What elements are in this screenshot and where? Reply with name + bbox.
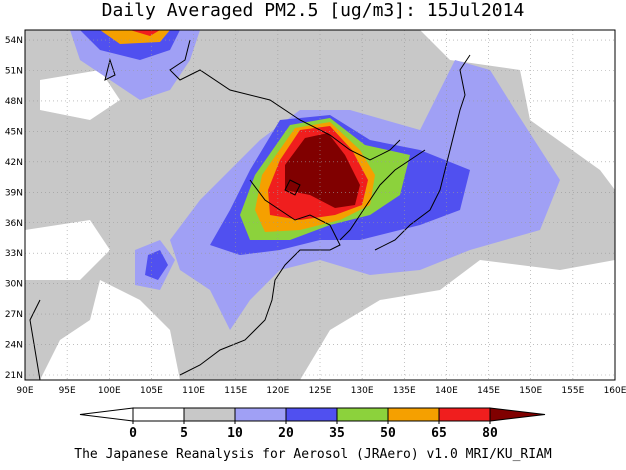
- lon-label: 145E: [477, 386, 500, 396]
- colorbar: 0 5 10 20 35 50 65 80: [79, 407, 546, 441]
- title: Daily Averaged PM2.5 [ug/m3]: 15Jul2014: [102, 0, 525, 21]
- lon-label: 130E: [351, 386, 374, 396]
- graticule: 90E 95E 100E 105E 110E 115E 120E 125E 130E 135E 14…: [5, 30, 626, 396]
- lon-label: 115E: [224, 386, 247, 396]
- colorbar-label: 20: [278, 426, 294, 441]
- lon-label: 155E: [561, 386, 584, 396]
- lon-label: 160E: [604, 386, 626, 396]
- lon-label: 105E: [140, 386, 163, 396]
- lat-label: 21N: [5, 371, 23, 381]
- colorbar-label: 35: [329, 426, 345, 441]
- colorbar-segment: [132, 407, 185, 422]
- colorbar-extend-low: [79, 407, 134, 422]
- lat-label: 24N: [5, 341, 23, 351]
- colorbar-extend-high: [489, 407, 546, 422]
- colorbar-segment: [336, 407, 389, 422]
- lon-label: 150E: [519, 386, 542, 396]
- lat-label: 30N: [5, 280, 23, 290]
- lat-label: 45N: [5, 127, 23, 137]
- colorbar-label: 65: [431, 426, 447, 441]
- lon-label: 120E: [266, 386, 289, 396]
- colorbar-segment: [387, 407, 440, 422]
- lon-label: 90E: [16, 386, 33, 396]
- footer: The Japanese Reanalysis for Aerosol (JRA…: [74, 447, 552, 462]
- lat-label: 48N: [5, 97, 23, 107]
- lat-label: 39N: [5, 188, 23, 198]
- lat-label: 51N: [5, 67, 23, 77]
- colorbar-label: 10: [227, 426, 243, 441]
- colorbar-segment: [438, 407, 491, 422]
- lat-label: 33N: [5, 249, 23, 259]
- field: [25, 30, 615, 380]
- lon-label: 125E: [309, 386, 332, 396]
- lon-label: 135E: [393, 386, 416, 396]
- colorbar-label: 50: [380, 426, 396, 441]
- lat-label: 54N: [5, 36, 23, 46]
- colorbar-label: 5: [180, 426, 188, 441]
- colorbar-segment: [285, 407, 338, 422]
- lon-label: 100E: [98, 386, 121, 396]
- coastlines: [29, 39, 471, 380]
- lon-label: 110E: [182, 386, 205, 396]
- lat-label: 27N: [5, 310, 23, 320]
- lon-label: 140E: [435, 386, 458, 396]
- lon-label: 95E: [59, 386, 76, 396]
- colorbar-segment: [234, 407, 287, 422]
- colorbar-segment: [183, 407, 236, 422]
- colorbar-label: 80: [482, 426, 498, 441]
- map-frame: [24, 29, 616, 381]
- colorbar-label: 0: [129, 426, 137, 441]
- lat-label: 36N: [5, 219, 23, 229]
- lat-label: 42N: [5, 158, 23, 168]
